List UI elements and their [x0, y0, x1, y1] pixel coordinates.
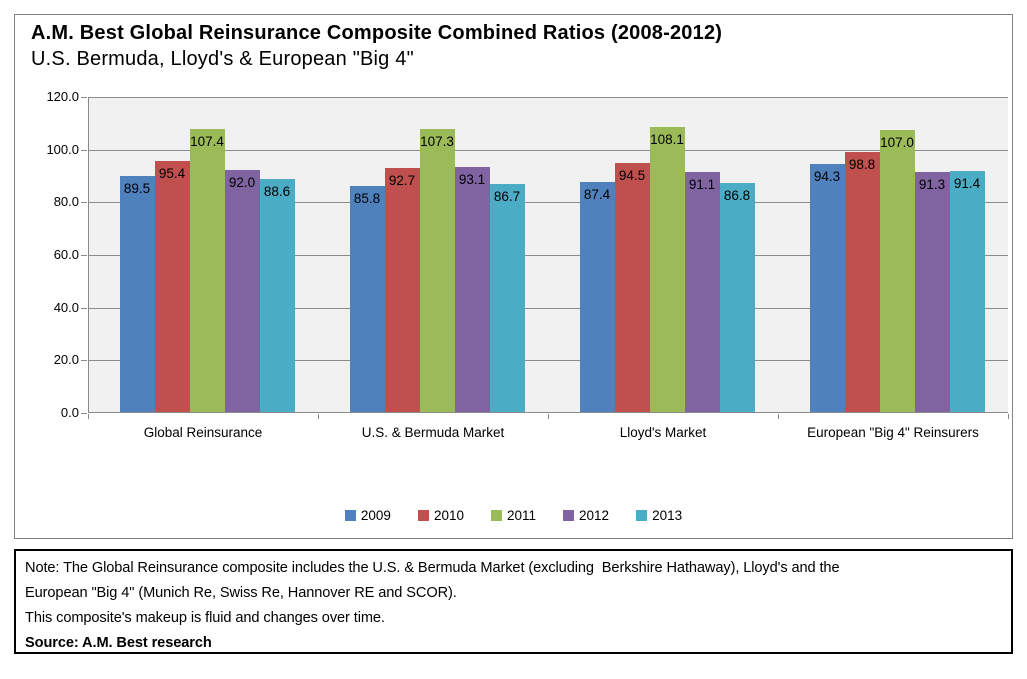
legend-label: 2013	[652, 508, 683, 523]
bar-value-label: 88.6	[263, 183, 291, 199]
y-axis-tick	[81, 149, 87, 151]
legend-swatch-icon	[344, 510, 356, 521]
y-axis-tick	[81, 413, 87, 414]
bar-2009-1	[119, 176, 155, 412]
gridline	[89, 202, 1008, 204]
bar-value-label: 85.8	[353, 191, 381, 207]
bar-2009-3	[579, 181, 615, 412]
x-axis-tick	[88, 414, 89, 419]
chart-title: A.M. Best Global Reinsurance Composite C…	[31, 22, 723, 44]
legend-label: 2011	[506, 508, 537, 523]
bar-value-label: 94.5	[618, 168, 646, 184]
bar-value-label: 89.5	[123, 181, 151, 197]
bar-value-label: 107.3	[420, 134, 454, 150]
bar-2013-1	[259, 178, 295, 412]
legend-label: 2010	[433, 508, 464, 523]
note-line: European "Big 4" (Munich Re, Swiss Re, H…	[25, 585, 457, 601]
bar-value-label: 86.7	[493, 188, 521, 204]
bar-2010-2	[384, 167, 420, 412]
y-axis-tick	[81, 202, 87, 204]
x-axis-category-label: Global Reinsurance	[143, 425, 263, 440]
bar-2011-3	[649, 127, 685, 412]
bar-value-label: 92.7	[388, 172, 416, 188]
legend-swatch-icon	[417, 510, 429, 521]
bar-2012-2	[454, 166, 490, 412]
y-axis-tick	[81, 97, 87, 98]
legend-label: 2012	[579, 508, 610, 523]
gridline	[89, 360, 1008, 362]
bar-2013-3	[719, 183, 755, 412]
bar-2010-4	[844, 151, 880, 412]
bar-value-label: 107.4	[190, 134, 224, 150]
bar-value-label: 86.8	[723, 188, 751, 204]
x-axis-tick	[778, 414, 779, 419]
bar-2012-1	[224, 169, 260, 412]
bar-value-label: 93.1	[458, 171, 486, 187]
chart-legend: 2009 2010 2011 2012 2013	[15, 508, 1012, 523]
legend-item-2009: 2009	[344, 508, 391, 523]
y-axis-tick-label: 60.0	[53, 247, 79, 262]
gridline	[89, 255, 1008, 256]
bar-2012-4	[914, 171, 950, 412]
legend-label: 2009	[360, 508, 391, 523]
bar-2010-3	[614, 163, 650, 412]
y-axis-tick-label: 120.0	[46, 89, 79, 104]
bar-2009-4	[809, 163, 845, 412]
bar-value-label: 91.1	[688, 177, 716, 193]
note-line: Note: The Global Reinsurance composite i…	[25, 560, 840, 576]
y-axis-tick	[81, 307, 87, 309]
chart-container: A.M. Best Global Reinsurance Composite C…	[14, 14, 1013, 539]
x-axis-category-label: Lloyd's Market	[619, 425, 707, 440]
bar-2013-2	[489, 183, 525, 412]
x-axis-tick	[1008, 414, 1009, 419]
bar-value-label: 91.4	[953, 176, 981, 192]
bar-value-label: 92.0	[228, 174, 256, 190]
bar-value-label: 87.4	[583, 186, 611, 202]
legend-swatch-icon	[636, 510, 648, 521]
gridline	[89, 97, 1008, 98]
legend-item-2012: 2012	[563, 508, 609, 523]
bar-value-label: 108.1	[650, 132, 684, 148]
bar-value-label: 95.4	[158, 165, 186, 181]
note-line: This composite's makeup is fluid and cha…	[25, 610, 385, 626]
y-axis-tick	[81, 255, 87, 256]
legend-item-2011: 2011	[490, 508, 537, 523]
chart-subtitle: U.S. Bermuda, Lloyd's & European "Big 4"	[31, 48, 414, 70]
gridline	[89, 149, 1008, 151]
gridline	[89, 307, 1008, 309]
note-box: Note: The Global Reinsurance composite i…	[14, 549, 1013, 654]
y-axis-tick-label: 100.0	[46, 141, 79, 157]
bar-value-label: 98.8	[848, 156, 876, 172]
bar-value-label: 91.3	[918, 176, 946, 192]
legend-swatch-icon	[490, 510, 502, 521]
legend-item-2013: 2013	[636, 508, 682, 523]
bar-2011-1	[189, 129, 225, 412]
bar-2012-3	[684, 172, 720, 412]
plot-area: 89.5 95.4 107.4 92.0 88.6 85.8 92.7 107.3 93.1 86…	[88, 97, 1008, 413]
x-axis-tick	[318, 414, 319, 419]
y-axis-tick-label: 20.0	[53, 352, 79, 368]
y-axis-tick-label: 80.0	[53, 194, 79, 210]
y-axis-tick-label: 0.0	[60, 405, 79, 420]
note-source: Source: A.M. Best research	[25, 635, 212, 651]
legend-swatch-icon	[563, 510, 575, 521]
y-axis-tick	[81, 360, 87, 362]
bar-value-label: 94.3	[813, 168, 841, 184]
bar-2011-4	[879, 130, 915, 412]
x-axis-tick	[548, 414, 549, 419]
x-axis-category-label: European "Big 4" Reinsurers	[807, 425, 979, 440]
legend-item-2010: 2010	[417, 508, 464, 523]
bar-2013-4	[949, 171, 985, 412]
bar-2009-2	[349, 186, 385, 412]
bar-2011-2	[419, 129, 455, 412]
x-axis-category-label: U.S. & Bermuda Market	[361, 425, 505, 440]
y-axis-tick-label: 40.0	[53, 299, 79, 315]
bar-value-label: 107.0	[880, 135, 914, 151]
bar-2010-1	[154, 160, 190, 412]
